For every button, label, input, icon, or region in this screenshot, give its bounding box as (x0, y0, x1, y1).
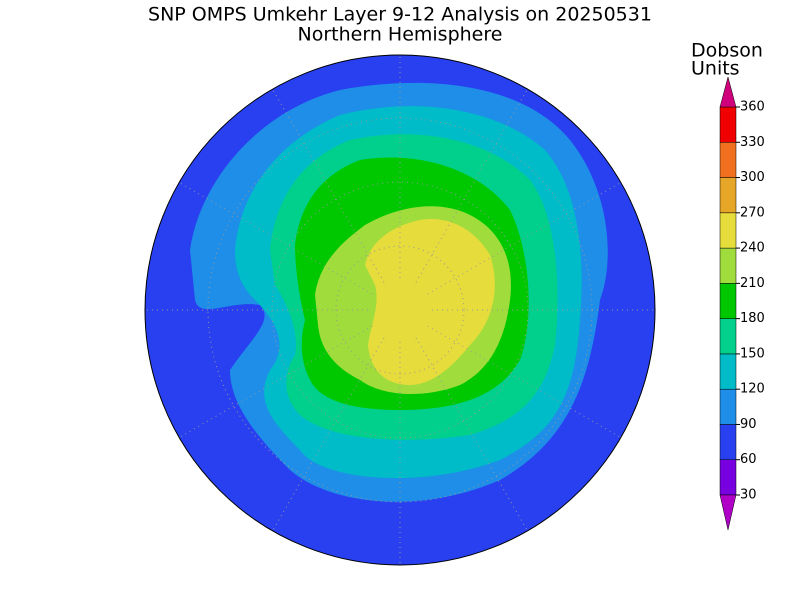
colorbar-tick-label: 330 (740, 135, 765, 150)
graticule (427, 325, 622, 438)
map (144, 54, 656, 566)
colorbar-segment (719, 212, 737, 249)
colorbar-tick-label: 30 (740, 488, 757, 503)
colorbar-tick-label: 60 (740, 452, 757, 467)
colorbar-extension (719, 76, 737, 108)
colorbar-segment (719, 353, 737, 390)
colorbar-segment (719, 388, 737, 425)
contours (145, 55, 655, 565)
colorbar-tick-label: 300 (740, 170, 765, 185)
colorbar-tick-label: 120 (740, 382, 765, 397)
colorbar-segment (719, 247, 737, 284)
graticule (272, 337, 385, 532)
colorbar-segment (719, 106, 737, 143)
colorbar-tick-label: 360 (740, 100, 765, 115)
map-border (144, 54, 656, 566)
colorbar-tick-label: 240 (740, 241, 765, 256)
title: SNP OMPS Umkehr Layer 9-12 Analysis on 2… (148, 4, 652, 26)
colorbar-segment (719, 177, 737, 214)
graticule (178, 182, 373, 295)
colorbar-segment (719, 142, 737, 178)
graticule (335, 245, 465, 375)
colorbar-extension (719, 494, 737, 531)
graticule (427, 182, 622, 295)
colorbar-segment (719, 318, 737, 355)
graticule (178, 325, 373, 438)
colorbar-tick-label: 90 (740, 417, 757, 432)
colorbar-segment (719, 283, 737, 319)
colorbar-tick-label: 210 (740, 276, 765, 291)
graticule (272, 88, 385, 283)
colorbar-tick-label: 270 (740, 205, 765, 220)
colorbar-segment (719, 459, 737, 496)
colorbar-tick-label: 180 (740, 311, 765, 326)
colorbar-unit: Units (691, 58, 740, 80)
colorbar-tick-label: 150 (740, 346, 765, 361)
subtitle: Northern Hemisphere (298, 24, 503, 46)
graticule (415, 88, 528, 283)
colorbar-unit: Dobson (691, 40, 763, 62)
colorbar: 30 60 90 120 150 180 210 240 270 300 330 360 (719, 76, 765, 531)
graticule (415, 337, 528, 532)
contour-region (365, 219, 495, 385)
colorbar-segment (719, 424, 737, 460)
